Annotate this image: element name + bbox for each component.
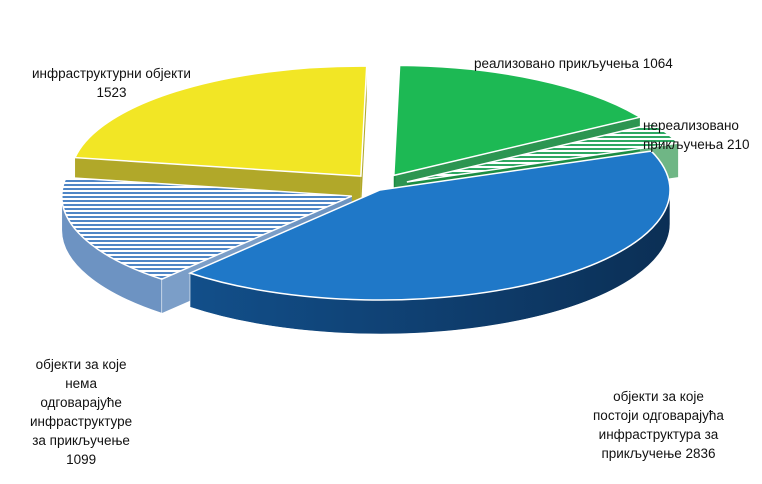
- pie-tops: [61, 64, 680, 301]
- data-label-infra-objects: инфраструктурни објекти 1523: [32, 66, 191, 100]
- slice-realized: [393, 64, 642, 177]
- slice-no-infra: [61, 176, 353, 280]
- data-label-no-infra: објекти за које нема одговарајуће инфрас…: [30, 357, 133, 467]
- data-label-realized: реализовано прикључења 1064: [474, 56, 673, 71]
- data-label-infra-exists: објекти за које постоји одговарајућа инф…: [593, 389, 724, 461]
- slice-unrealized: [406, 122, 680, 183]
- slice-infra-objects: [73, 65, 368, 177]
- data-label-unrealized: нереализовано прикључења 210: [643, 118, 750, 152]
- slice-infra-exists: [187, 150, 671, 301]
